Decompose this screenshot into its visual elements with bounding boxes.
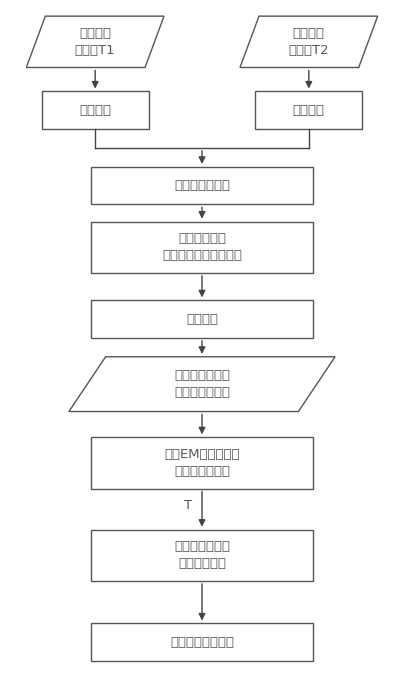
Text: T: T (184, 499, 192, 512)
Text: 影像配准: 影像配准 (79, 104, 111, 117)
Text: 基于EM算法的贝叶
斯阈值计算方法: 基于EM算法的贝叶 斯阈值计算方法 (164, 448, 240, 478)
Text: 影像多尺度分割: 影像多尺度分割 (174, 179, 230, 192)
Text: 影像配准: 影像配准 (293, 104, 325, 117)
Bar (91, 300, 313, 338)
Bar (91, 167, 313, 204)
Text: 大幅面遥
感影像T2: 大幅面遥 感影像T2 (288, 27, 329, 57)
Text: 大幅面遥
感影像T1: 大幅面遥 感影像T1 (75, 27, 116, 57)
Text: 整幅加权差异度
影像二值计算: 整幅加权差异度 影像二值计算 (174, 541, 230, 570)
Polygon shape (26, 16, 164, 67)
Bar (42, 91, 149, 129)
Text: 输出变化检测结果: 输出变化检测结果 (170, 635, 234, 649)
Bar (255, 91, 362, 129)
Bar (91, 529, 313, 581)
Polygon shape (69, 357, 335, 412)
Polygon shape (240, 16, 378, 67)
Bar (91, 222, 313, 273)
Text: 样本选择: 样本选择 (186, 313, 218, 326)
Bar (91, 624, 313, 661)
Text: 基于卡方变换
的像斑加权差异度计算: 基于卡方变换 的像斑加权差异度计算 (162, 232, 242, 262)
Text: 作为训练样本的
加权像斑差异度: 作为训练样本的 加权像斑差异度 (174, 369, 230, 399)
Bar (91, 437, 313, 489)
